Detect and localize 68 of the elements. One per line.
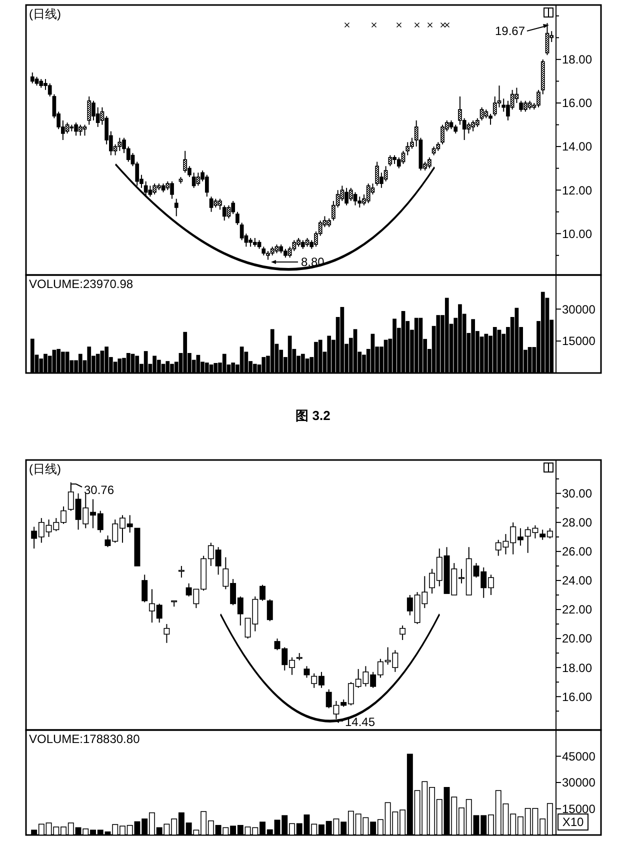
candlestick [192,172,196,188]
text: X10 [562,815,584,829]
candlestick [148,185,152,198]
candlestick [348,187,353,202]
candlestick [384,166,388,182]
candlestick [401,150,406,164]
candlestick [231,200,236,215]
candlestick [502,98,506,112]
y-tick-label: 16.00 [562,690,592,704]
y-tick-label: 15000 [562,334,596,348]
chart-title: (日线) [29,462,61,476]
chart-title: VOLUME:178830.80 [29,732,140,746]
y-tick-label: 26.00 [562,544,592,559]
y-tick-label: 14.00 [562,140,592,154]
y-tick-label: 18.00 [562,660,592,675]
candlestick [480,106,484,121]
candlestick [266,598,273,622]
candlestick [236,211,240,226]
candlestick [30,72,34,84]
candlestick [523,100,528,112]
y-tick-label: 12.00 [562,183,592,198]
candlestick [183,150,188,174]
y-tick-label: 20.00 [562,632,592,646]
y-tick-label: 30000 [562,302,596,316]
candlestick [226,204,231,219]
candlestick [164,624,170,644]
candlestick [204,174,209,198]
caption: 图 3.2 [296,408,330,423]
candlestick [388,154,392,167]
annotation: 14.45 [345,715,376,729]
candlestick [209,196,214,212]
candlestick [400,624,406,640]
annotation: 19.67 [494,24,526,38]
y-tick-label: 45000 [562,749,596,764]
candlestick [142,574,148,603]
candlestick [48,82,52,97]
candlestick [304,666,310,678]
candlestick [353,192,358,206]
y-tick-label: 30.00 [562,486,592,501]
candlestick [366,183,370,204]
candlestick [96,106,100,128]
y-tick-label: 30000 [562,776,596,790]
candlestick [514,87,519,104]
candlestick [174,198,178,217]
candlestick [118,137,122,152]
candlestick [196,172,200,186]
candlestick [78,124,82,136]
y-tick-label: 10.00 [562,226,592,241]
y-tick-label: 18.00 [562,52,592,67]
chart-title: (日线) [29,7,61,21]
chart-title: VOLUME:23970.98 [29,277,134,291]
y-tick-label: 22.00 [562,602,592,617]
y-tick-label: 16.00 [562,96,592,110]
y-tick-label: 24.00 [562,574,592,588]
candlestick [222,204,226,222]
candlestick [292,240,296,252]
candlestick [87,96,92,126]
candlestick [144,180,148,198]
candlestick [178,565,184,578]
candlestick [375,161,380,186]
annotation: 30.76 [84,483,114,497]
y-tick-label: 28.00 [562,516,592,530]
candlestick [288,246,292,258]
y-tick-label: 15000 [562,802,596,816]
candlestick [82,124,87,136]
candlestick [396,156,401,169]
candlestick [466,122,471,134]
candlestick [358,196,362,208]
